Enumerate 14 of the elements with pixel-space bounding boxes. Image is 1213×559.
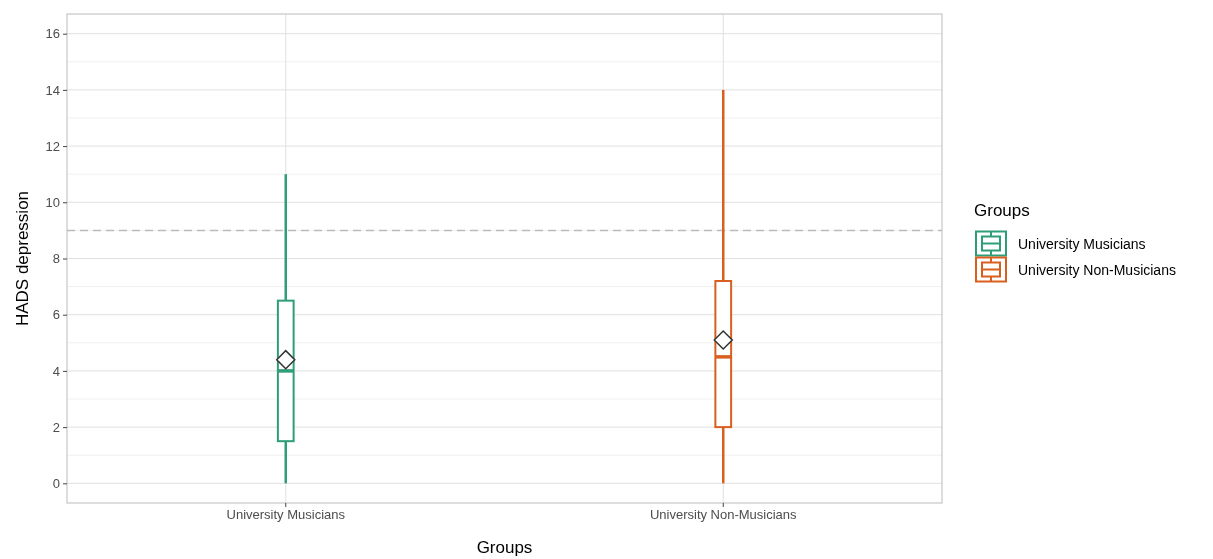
y-tick-label: 2	[52, 419, 60, 435]
y-tick-label: 14	[45, 82, 60, 98]
y-tick-label: 6	[52, 307, 60, 323]
y-tick-label: 12	[45, 138, 60, 154]
y-tick-label: 10	[45, 194, 60, 210]
x-axis-title: Groups	[476, 538, 533, 557]
y-axis-title: HADS depression	[13, 190, 32, 327]
legend-label: University Non-Musicians	[1018, 261, 1176, 278]
y-tick-label: 16	[45, 26, 60, 42]
legend-title: Groups	[974, 200, 1030, 220]
y-tick-label: 0	[52, 475, 60, 491]
legend-label: University Musicians	[1018, 235, 1146, 252]
y-tick-label: 8	[52, 251, 60, 267]
y-tick-label: 4	[52, 363, 60, 379]
